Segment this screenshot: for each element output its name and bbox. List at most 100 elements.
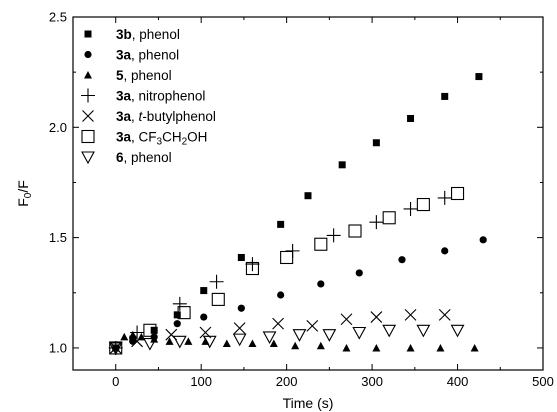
- data-point: [172, 296, 187, 311]
- data-point: [233, 322, 246, 334]
- legend-label-4: 3a, t-butylphenol: [116, 109, 216, 124]
- legend-label-rest: phenol: [139, 48, 180, 63]
- data-point: [382, 324, 397, 338]
- legend-label-1: 3a, phenol: [116, 48, 179, 63]
- y-tick-label: 1.0: [49, 340, 67, 355]
- data-point: [437, 190, 452, 205]
- legend-label-bold: 5: [116, 68, 124, 83]
- legend-label-sep: ,: [124, 150, 132, 165]
- series-4: [109, 308, 451, 354]
- data-point: [128, 330, 137, 339]
- legend-marker-4: [82, 110, 94, 122]
- data-point: [407, 114, 415, 122]
- legend-label-bold: 6: [116, 150, 124, 165]
- data-point: [200, 313, 208, 321]
- data-point: [177, 306, 191, 320]
- data-point: [202, 335, 217, 349]
- legend-marker-2: [84, 71, 92, 79]
- data-point: [120, 332, 129, 341]
- legend-marker-5: [81, 129, 95, 144]
- legend-label-formula: 3: [157, 137, 163, 148]
- data-point: [438, 308, 451, 321]
- data-point: [479, 236, 487, 244]
- legend-label-0: 3b, phenol: [116, 27, 180, 42]
- data-point: [248, 339, 257, 348]
- data-point: [108, 342, 123, 356]
- data-point: [450, 324, 465, 338]
- data-point: [165, 337, 174, 345]
- series-5: [109, 186, 465, 355]
- data-point: [403, 201, 418, 216]
- data-point: [209, 274, 224, 289]
- legend-label-sep: ,: [124, 68, 132, 83]
- data-point: [131, 335, 143, 348]
- data-point: [291, 341, 300, 350]
- x-tick-label: 0: [112, 374, 119, 389]
- legend-label-bold: 3a: [116, 89, 132, 104]
- series-6: [108, 324, 465, 356]
- legend-label-rest: -butylphenol: [142, 109, 216, 124]
- series-1: [112, 236, 487, 352]
- legend-label-sep: ,: [131, 109, 139, 124]
- data-point: [316, 341, 325, 350]
- data-point: [348, 224, 362, 238]
- data-point: [369, 215, 384, 230]
- data-point: [317, 280, 325, 288]
- x-tick-label: 400: [447, 374, 469, 389]
- legend-label-rest: phenol: [139, 27, 180, 42]
- x-tick-label: 100: [190, 374, 212, 389]
- x-tick-label: 500: [532, 374, 554, 389]
- data-point: [237, 304, 245, 312]
- data-point: [404, 308, 417, 321]
- axes: 0 100 200 300 400 500 1.0 1.5 2.0 2.5: [49, 10, 554, 390]
- data-point: [475, 73, 483, 81]
- legend-label-formula: OH: [187, 130, 207, 145]
- data-point: [306, 319, 319, 332]
- legend-label-5: 3a, CF3CH2OH: [116, 130, 207, 148]
- data-point: [173, 311, 181, 319]
- legend-label-formula: CF: [139, 130, 157, 145]
- data-point: [232, 333, 247, 347]
- data-point: [338, 161, 346, 169]
- legend-label-bold: 3a: [116, 109, 132, 124]
- data-point: [441, 247, 449, 255]
- data-point: [406, 343, 415, 352]
- data-point: [130, 325, 145, 340]
- data-point: [382, 211, 396, 225]
- data-point: [372, 343, 381, 352]
- legend-label-bold: 3a: [116, 48, 132, 63]
- legend-label-italic: t: [139, 109, 144, 124]
- data-point: [304, 192, 312, 200]
- y-axis-title-sub: 0: [23, 192, 34, 198]
- x-tick-label: 200: [276, 374, 298, 389]
- legend-label-sep: ,: [132, 27, 140, 42]
- data-point: [398, 256, 406, 264]
- data-point: [150, 326, 158, 334]
- data-point: [109, 342, 122, 354]
- y-axis-title-main: F: [15, 198, 31, 207]
- x-tick-label: 300: [361, 374, 383, 389]
- data-point: [211, 292, 225, 306]
- legend-label-sep: ,: [131, 48, 139, 63]
- data-point: [262, 331, 277, 345]
- legend-label-rest: phenol: [131, 68, 172, 83]
- data-point: [269, 339, 278, 348]
- data-point: [470, 343, 479, 352]
- legend-marker-6: [81, 151, 95, 165]
- legend-label-sep: ,: [131, 130, 139, 145]
- data-point: [173, 320, 181, 328]
- data-point: [355, 269, 363, 277]
- legend-label-rest: phenol: [131, 150, 172, 165]
- data-point: [322, 329, 337, 342]
- y-tick-label: 2.0: [49, 120, 67, 135]
- data-point: [245, 257, 260, 272]
- data-point: [272, 317, 284, 330]
- legend-marker-1: [84, 50, 92, 59]
- legend-label-6: 6, phenol: [116, 150, 172, 165]
- data-point: [352, 326, 367, 340]
- legend-label-bold: 3a: [116, 130, 132, 145]
- legend-label-formula: CH: [162, 130, 182, 145]
- legend-marker-0: [84, 30, 92, 38]
- data-point: [340, 313, 353, 326]
